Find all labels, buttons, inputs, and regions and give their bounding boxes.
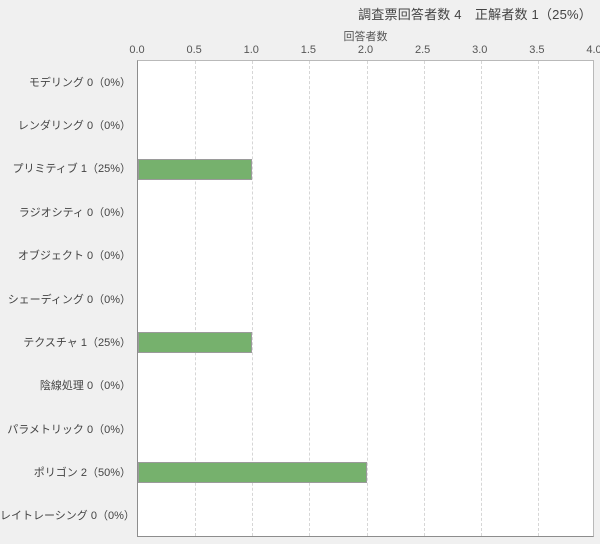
x-tick-label: 2.5 — [414, 44, 431, 56]
y-category-label: シェーディング 0（0%） — [7, 293, 131, 306]
bar[interactable] — [138, 158, 253, 180]
bar[interactable] — [138, 332, 253, 354]
x-tick-label: 3.5 — [529, 44, 545, 56]
x-tick-label: 0.0 — [129, 44, 145, 56]
y-category-label: ポリゴン 2（50%） — [33, 466, 131, 479]
bar-row[interactable] — [138, 202, 593, 224]
x-tick-label: 4.0 — [586, 44, 600, 56]
x-axis-tick-labels: 0.0 0.5 1.0 1.5 2.0 2.5 3.0 3.5 4.0 — [0, 44, 600, 58]
bar-row[interactable] — [138, 419, 593, 441]
bar-row[interactable] — [138, 245, 593, 267]
x-tick-label: 0.5 — [186, 44, 202, 56]
bar-row[interactable] — [138, 332, 593, 354]
bars-layer — [138, 61, 593, 536]
y-category-label: ラジオシティ 0（0%） — [18, 206, 131, 219]
y-axis-category-labels: モデリング 0（0%） レンダリング 0（0%） プリミティブ 1（25%） ラジオシ… — [0, 60, 135, 537]
bar-row[interactable] — [138, 462, 593, 484]
bar[interactable] — [138, 462, 367, 484]
x-tick-label: 1.0 — [243, 44, 259, 56]
plot-area — [137, 60, 594, 537]
bar-row[interactable] — [138, 375, 593, 397]
y-category-label: テクスチャ 1（25%） — [23, 336, 131, 349]
x-tick-label: 2.0 — [357, 44, 374, 56]
bar-row[interactable] — [138, 115, 593, 137]
page-title: 調査票回答者数 4 正解者数 1（25%） — [358, 7, 592, 22]
y-category-label: パラメトリック 0（0%） — [7, 423, 131, 436]
y-category-label: レンダリング 0（0%） — [17, 120, 131, 133]
y-category-label: オブジェクト 0（0%） — [17, 250, 131, 263]
x-tick-label: 3.0 — [472, 44, 488, 56]
bar-row[interactable] — [138, 72, 593, 94]
x-axis-label: 回答者数 — [343, 31, 388, 43]
y-category-label: モデリング 0（0%） — [28, 76, 131, 89]
bar-row[interactable] — [138, 289, 593, 311]
bar-row[interactable] — [138, 505, 593, 527]
y-category-label: プリミティブ 1（25%） — [12, 163, 131, 176]
bar-row[interactable] — [138, 158, 593, 180]
y-category-label: 陰線処理 0（0%） — [39, 380, 131, 393]
y-category-label: レイトレーシング 0（0%） — [0, 510, 135, 523]
x-tick-label: 1.5 — [300, 44, 317, 56]
